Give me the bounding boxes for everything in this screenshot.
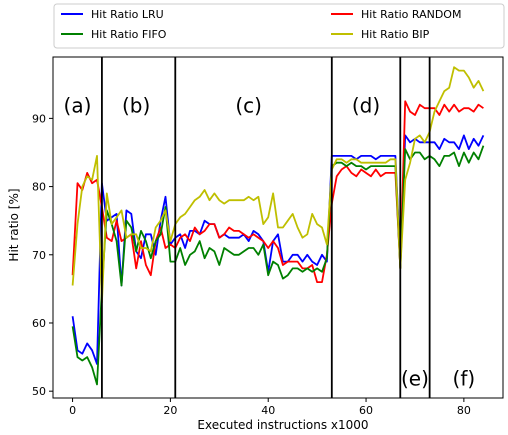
y-tick-label-4: 90: [32, 112, 46, 125]
y-tick-label-0: 50: [32, 385, 46, 398]
legend-frame: [53, 3, 505, 49]
plot-frame: [52, 56, 504, 399]
y-tick-label-2: 70: [32, 249, 46, 262]
legend-label-2: Hit Ratio RANDOM: [361, 8, 461, 21]
legend-label-1: Hit Ratio LRU: [91, 8, 164, 21]
phase-label-4: (d): [352, 94, 380, 118]
legend: Hit Ratio LRU Hit Ratio RANDOM Hit Ratio F…: [53, 3, 505, 49]
x-axis-label: Executed instructions x1000: [197, 418, 368, 432]
y-axis-label-group: Hit ratio [%]: [7, 188, 21, 261]
y-tick-label-1: 60: [32, 317, 46, 330]
x-tick-label-2: 40: [261, 404, 275, 417]
x-tick-label-0: 0: [69, 404, 76, 417]
series-line-2: [71, 100, 484, 284]
x-tick-label-3: 60: [359, 404, 373, 417]
phase-label-6: (f): [453, 367, 476, 391]
phase-label-1: (a): [64, 94, 92, 118]
phase-label-3: (c): [235, 94, 262, 118]
phase-label-2: (b): [122, 94, 150, 118]
x-tick-label-4: 80: [457, 404, 471, 417]
legend-label-3: Hit Ratio FIFO: [91, 28, 167, 41]
y-axis-label: Hit ratio [%]: [7, 188, 21, 261]
legend-label-4: Hit Ratio BIP: [361, 28, 430, 41]
series-line-4: [71, 66, 485, 304]
x-tick-label-1: 20: [163, 404, 177, 417]
phase-label-5: (e): [401, 367, 429, 391]
series-line-3: [71, 145, 485, 386]
plot-area: (a) (b) (c) (d) (e) (f) 0 20 40 60 80 50 60 70 80 90: [32, 56, 504, 417]
y-tick-label-3: 80: [32, 181, 46, 194]
